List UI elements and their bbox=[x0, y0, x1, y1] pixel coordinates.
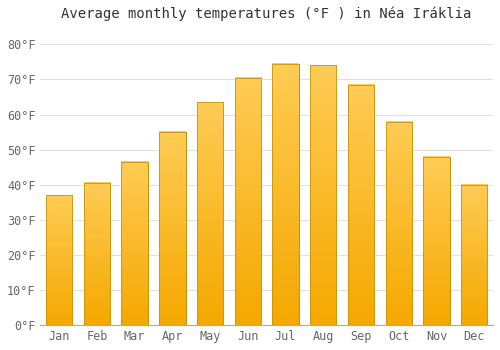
Bar bbox=[461, 185, 487, 325]
Bar bbox=[424, 157, 450, 325]
Bar bbox=[159, 132, 186, 325]
Bar bbox=[84, 183, 110, 325]
Bar bbox=[348, 85, 374, 325]
Bar bbox=[197, 102, 224, 325]
Title: Average monthly temperatures (°F ) in Néa Iráklia: Average monthly temperatures (°F ) in Né… bbox=[62, 7, 472, 21]
Bar bbox=[310, 65, 336, 325]
Bar bbox=[122, 162, 148, 325]
Bar bbox=[234, 78, 261, 325]
Bar bbox=[386, 121, 412, 325]
Bar bbox=[46, 195, 72, 325]
Bar bbox=[272, 64, 299, 325]
